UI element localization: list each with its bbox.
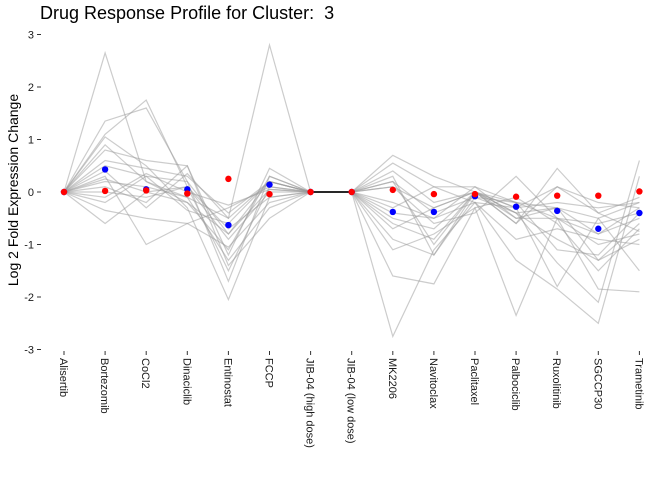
red-point bbox=[348, 188, 355, 196]
red-point bbox=[266, 190, 273, 198]
red-point bbox=[554, 192, 561, 199]
x-tick-label: Palbociclib bbox=[509, 358, 521, 411]
x-tick-label: Bortezomib bbox=[98, 358, 110, 414]
y-tick-label: -2 bbox=[24, 292, 34, 304]
y-tick-label: 1 bbox=[28, 135, 34, 147]
y-tick-label: 2 bbox=[28, 82, 34, 94]
x-axis: Alisertib Bortezomib CoCl2 Dinaciclib Entino… bbox=[57, 351, 644, 448]
blue-point bbox=[225, 221, 232, 229]
x-tick-label: MK2206 bbox=[386, 358, 398, 399]
red-point bbox=[595, 192, 602, 199]
blue-point bbox=[430, 208, 438, 216]
blue-point bbox=[266, 181, 273, 188]
red-point bbox=[430, 190, 438, 198]
y-tick-label: 0 bbox=[28, 187, 34, 199]
chart-title: Drug Response Profile for Cluster: 3 bbox=[40, 3, 335, 23]
x-tick-label: Trametinib bbox=[632, 358, 644, 410]
x-tick-label: JIB-04 (low dose) bbox=[345, 358, 357, 444]
y-axis: -3 -2 -1 0 1 2 3 bbox=[24, 30, 41, 357]
y-axis-title: Log 2 Fold Expression Change bbox=[5, 94, 21, 286]
x-tick-label: Alisertib bbox=[57, 358, 69, 397]
blue-point bbox=[389, 208, 396, 216]
red-point bbox=[143, 187, 150, 194]
blue-point bbox=[512, 203, 520, 210]
red-point bbox=[512, 193, 520, 200]
red-point bbox=[471, 190, 479, 198]
red-point bbox=[389, 186, 396, 194]
x-tick-label: CoCl2 bbox=[139, 358, 151, 389]
y-tick-label: -1 bbox=[24, 240, 34, 252]
y-tick-label: -3 bbox=[24, 345, 34, 357]
x-tick-label: JIB-04 (high dose) bbox=[304, 358, 316, 448]
red-point bbox=[636, 188, 643, 195]
red-point bbox=[101, 187, 109, 195]
data-points bbox=[60, 166, 643, 232]
x-tick-label: Ruxolitinib bbox=[550, 358, 562, 409]
red-point bbox=[307, 188, 314, 196]
x-tick-label: SGCCP30 bbox=[591, 358, 603, 409]
red-point bbox=[184, 190, 191, 197]
blue-point bbox=[554, 207, 561, 215]
y-tick-label: 3 bbox=[28, 30, 34, 42]
x-tick-label: Navitoclax bbox=[427, 358, 439, 409]
blue-point bbox=[595, 225, 602, 232]
blue-point bbox=[101, 166, 109, 173]
x-tick-label: Dinaciclib bbox=[180, 358, 192, 405]
x-tick-label: Entinostat bbox=[221, 358, 233, 407]
blue-point bbox=[636, 209, 643, 217]
gene-line bbox=[63, 191, 640, 248]
x-tick-label: FCCP bbox=[263, 358, 275, 388]
red-point bbox=[225, 175, 232, 183]
red-point bbox=[60, 188, 68, 196]
x-tick-label: Paclitaxel bbox=[468, 358, 480, 405]
gene-line bbox=[63, 107, 640, 235]
